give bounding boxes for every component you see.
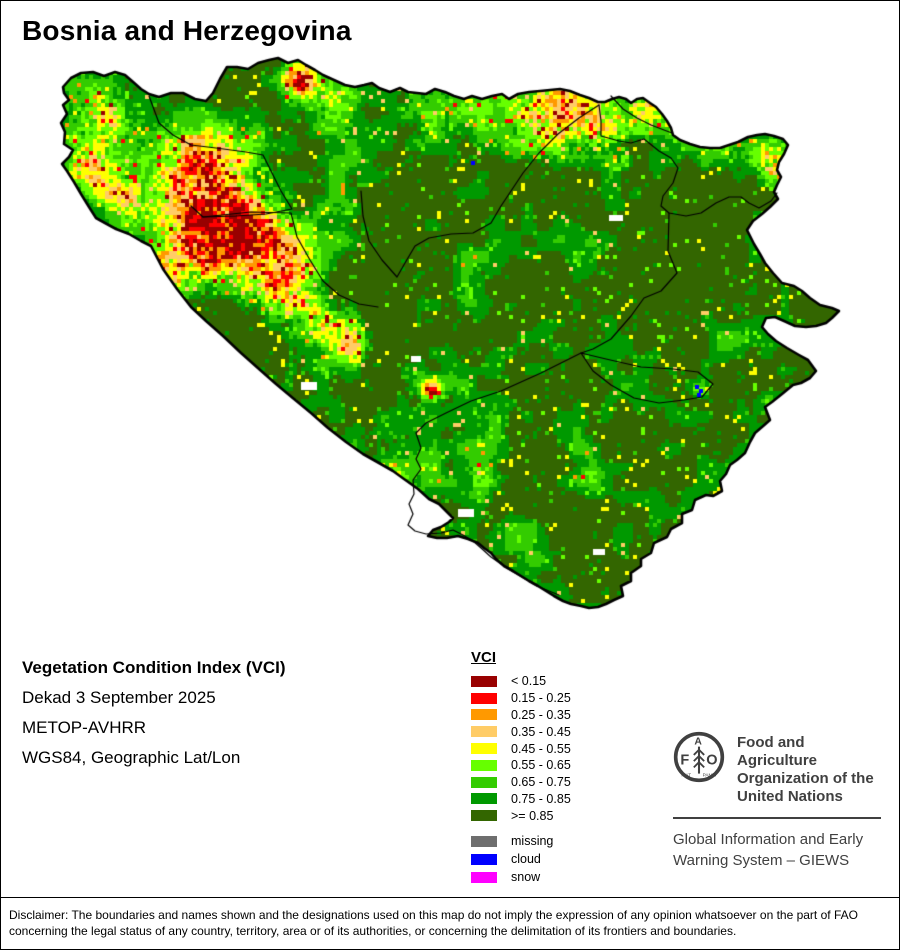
vci-legend: VCI < 0.15 0.15 - 0.25 0.25 - 0.35 0.35 …: [471, 649, 571, 824]
legend-swatch: [471, 776, 497, 788]
legend-row: < 0.15: [471, 673, 571, 690]
legend-swatch: [471, 709, 497, 721]
legend-label: 0.45 - 0.55: [511, 741, 571, 756]
sensor-label: METOP-AVHRR: [22, 718, 147, 737]
map-info-block: Vegetation Condition Index (VCI) Dekad 3…: [22, 653, 286, 773]
legend-label: >= 0.85: [511, 808, 554, 823]
page-title: Bosnia and Herzegovina: [22, 15, 352, 46]
legend-swatch: [471, 726, 497, 738]
legend-row: missing: [471, 832, 553, 850]
legend-swatch: [471, 871, 497, 883]
legend-label: missing: [511, 834, 554, 848]
legend-label: snow: [511, 870, 541, 884]
legend-swatch: [471, 675, 497, 687]
legend-row: 0.15 - 0.25: [471, 690, 571, 707]
legend-row: 0.75 - 0.85: [471, 791, 571, 808]
legend-swatch: [471, 759, 497, 771]
legend-label: 0.25 - 0.35: [511, 707, 571, 722]
legend-swatch: [471, 835, 497, 847]
product-name: Vegetation Condition Index (VCI): [22, 658, 286, 677]
legend-label: 0.75 - 0.85: [511, 791, 571, 806]
legend-swatch: [471, 853, 497, 865]
legend-row: cloud: [471, 850, 553, 868]
legend-label: 0.35 - 0.45: [511, 724, 571, 739]
legend-swatch: [471, 692, 497, 704]
fao-org-name: Food and Agriculture Organization of the…: [737, 734, 874, 805]
svg-text:PANIS: PANIS: [703, 773, 717, 778]
legend-row: 0.25 - 0.35: [471, 707, 571, 724]
legend-label: 0.15 - 0.25: [511, 691, 571, 706]
giews-name: Global Information and Early Warning Sys…: [673, 831, 864, 869]
fao-branding-block: F A O FIAT PANIS Food and Agriculture Or…: [673, 729, 881, 871]
disclaimer: Disclaimer: The boundaries and names sho…: [1, 897, 899, 949]
disclaimer-line: Disclaimer: The boundaries and names sho…: [9, 908, 858, 922]
legend-label: 0.65 - 0.75: [511, 775, 571, 790]
legend-label: cloud: [511, 852, 541, 866]
projection-label: WGS84, Geographic Lat/Lon: [22, 748, 241, 767]
dekad-label: Dekad 3 September 2025: [22, 688, 216, 707]
legend-swatch: [471, 793, 497, 805]
svg-text:F: F: [680, 752, 689, 768]
legend-swatch: [471, 810, 497, 822]
legend-title: VCI: [471, 649, 497, 666]
fao-logo-icon: F A O FIAT PANIS: [673, 731, 725, 783]
legend-swatch: [471, 743, 497, 755]
svg-text:A: A: [694, 737, 702, 748]
legend-extras: missing cloud snow: [471, 832, 553, 886]
disclaimer-line: concerning the legal status of any count…: [9, 924, 737, 938]
svg-text:FIAT: FIAT: [681, 773, 691, 778]
legend-row: snow: [471, 868, 553, 886]
legend-row: 0.55 - 0.65: [471, 757, 571, 774]
svg-text:O: O: [706, 752, 717, 768]
fao-divider: [673, 817, 881, 819]
legend-label: 0.55 - 0.65: [511, 758, 571, 773]
legend-row: >= 0.85: [471, 807, 571, 824]
legend-row: 0.65 - 0.75: [471, 774, 571, 791]
legend-row: 0.45 - 0.55: [471, 740, 571, 757]
legend-label: < 0.15: [511, 674, 547, 689]
legend-row: 0.35 - 0.45: [471, 723, 571, 740]
